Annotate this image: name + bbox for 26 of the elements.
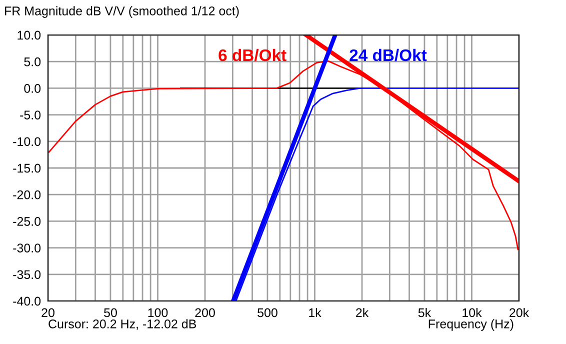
x-axis-title: Frequency (Hz) <box>428 319 514 331</box>
y-tick-label: 0.0 <box>24 84 41 93</box>
x-tick-label: 200 <box>195 308 215 318</box>
y-tick-label: -10.0 <box>13 137 41 146</box>
y-tick-label: 5.0 <box>24 57 41 66</box>
series-label: 6 dB/Okt <box>218 48 286 62</box>
text: Cursor: 20.2 Hz, -12.02 dB <box>48 319 196 330</box>
x-tick-label: 2k <box>356 308 369 318</box>
y-tick-label: -35.0 <box>13 270 41 280</box>
series-label: 24 dB/Okt <box>350 48 427 62</box>
y-tick-label: -40.0 <box>13 296 41 306</box>
x-tick-label: 100 <box>148 308 168 318</box>
x-tick-label: 500 <box>258 308 278 318</box>
x-tick-label: 1k <box>309 308 322 318</box>
x-tick-label: 20k <box>510 308 530 318</box>
y-tick-label: 10.0 <box>18 30 41 40</box>
y-tick-label: -25.0 <box>13 217 41 226</box>
y-tick-label: -20.0 <box>13 190 41 200</box>
x-tick-label: 5k <box>418 308 432 318</box>
y-tick-label: -15.0 <box>13 164 41 173</box>
x-tick-label: 10k <box>462 308 482 318</box>
x-tick-label: 50 <box>104 308 117 318</box>
y-tick-label: -5.0 <box>20 110 41 120</box>
y-tick-label: -30.0 <box>13 244 41 252</box>
x-tick-label: 20 <box>42 308 54 318</box>
chart-title: FR Magnitude dB V/V (smoothed 1/12 oct) <box>5 6 239 18</box>
